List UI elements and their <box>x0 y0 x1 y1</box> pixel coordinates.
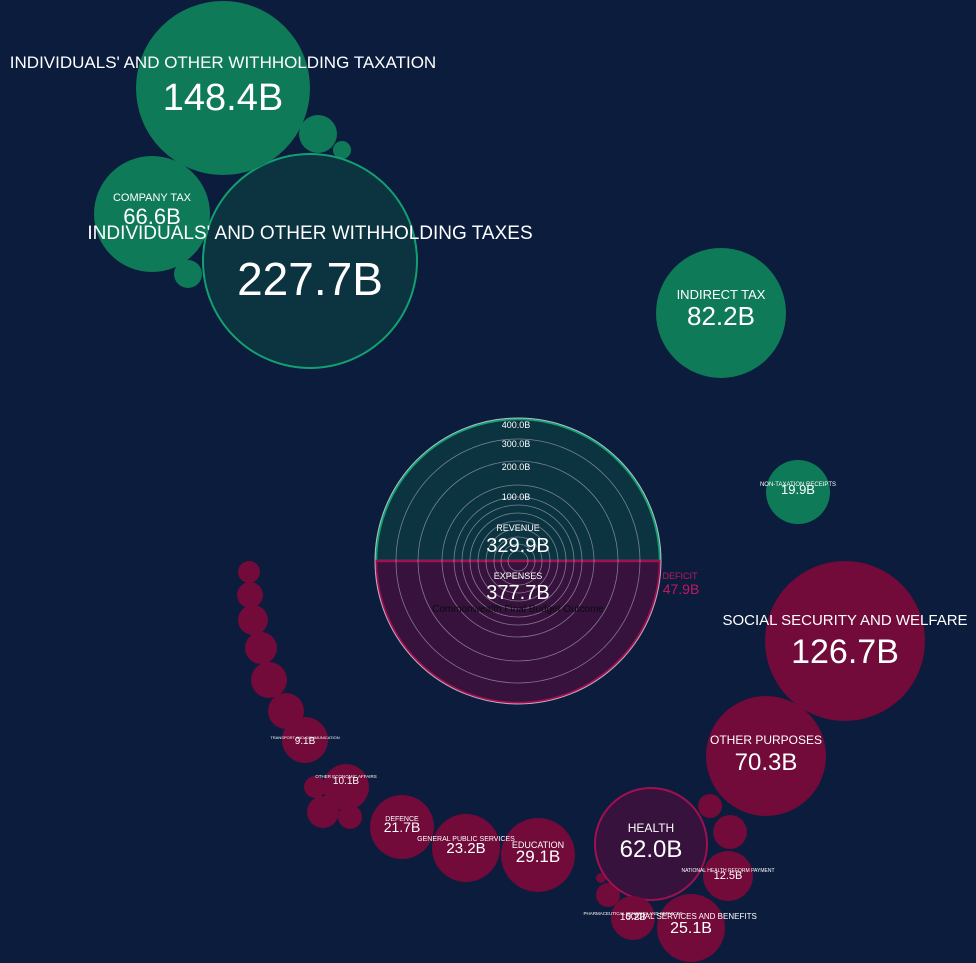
expense-bubble-label: EDUCATION <box>512 840 564 850</box>
expense-bubble <box>323 764 369 810</box>
scale-tick-label: 100.0B <box>502 492 531 502</box>
scale-tick-label: 300.0B <box>502 439 531 449</box>
expense-bubble-label: HEALTH <box>628 821 674 835</box>
expense-bubble-label: TRANSPORT AND COMMUNICATION <box>270 735 339 740</box>
revenue-bubble <box>202 153 418 369</box>
expense-bubble <box>706 696 826 816</box>
scale-tick-label: 400.0B <box>502 420 531 430</box>
expense-bubble-value: 29.1B <box>516 847 560 866</box>
revenue-bubble-label: COMPANY TAX <box>113 192 192 204</box>
revenue-bubble <box>656 248 786 378</box>
scale-ring <box>485 528 551 594</box>
expense-bubble-value: 23.2B <box>446 840 485 857</box>
scale-ring <box>469 512 567 610</box>
expense-bubble-label: PHARMACEUTICAL BENEFITS AND SERVICES <box>583 911 682 916</box>
expense-minor-bubble <box>237 582 263 608</box>
revenue-minor-bubble <box>333 141 351 159</box>
scale-ring <box>500 543 536 579</box>
expense-bubble-label: DEFENCE <box>385 816 419 823</box>
expense-bubble <box>765 561 925 721</box>
expense-bubble-value: 126.7B <box>791 633 899 671</box>
revenue-bubble <box>766 460 830 524</box>
expense-bubble-value: 25.1B <box>670 920 712 937</box>
expense-minor-bubble <box>251 662 287 698</box>
revenue-bubble <box>94 156 210 272</box>
expense-minor-bubble <box>238 605 268 635</box>
expense-bubble-value: 10.1B <box>333 776 359 787</box>
scale-ring <box>461 504 575 618</box>
expense-bubble <box>611 896 655 940</box>
expense-bubble-value: 62.0B <box>620 836 683 863</box>
revenue-bubble-value: 82.2B <box>687 301 755 331</box>
expense-bubble <box>370 795 434 859</box>
expense-minor-bubble <box>713 815 747 849</box>
expense-minor-bubble <box>245 632 277 664</box>
scale-ring <box>417 460 619 662</box>
revenue-bubble-value: 148.4B <box>163 77 283 119</box>
expense-bubble-label: SOCIAL SERVICES AND BENEFITS <box>625 912 757 921</box>
scale-ring <box>453 496 583 626</box>
expense-minor-bubble <box>698 794 722 818</box>
revenue-minor-bubble <box>174 260 202 288</box>
expense-minor-bubble <box>304 776 326 798</box>
expenses-label: EXPENSES <box>494 571 543 581</box>
scale-ring <box>395 438 641 684</box>
expense-bubble-label: GENERAL PUBLIC SERVICES <box>417 836 515 843</box>
expense-bubble-label: OTHER PURPOSES <box>710 733 822 747</box>
revenue-bubble-label: INDIVIDUALS' AND OTHER WITHHOLDING TAXES <box>87 223 532 244</box>
revenue-bubble-label: NON-TAXATION RECEIPTS <box>760 482 836 488</box>
expense-bubble <box>703 851 753 901</box>
expense-bubble <box>594 787 708 901</box>
revenue-bubble-value: 227.7B <box>237 253 383 305</box>
expense-bubble <box>657 894 725 962</box>
scale-ring <box>441 484 595 638</box>
revenue-bubble-label: INDIRECT TAX <box>677 287 766 302</box>
expense-minor-bubble <box>338 805 362 829</box>
deficit-value: 47.9B <box>663 581 700 597</box>
expense-bubble-value: 70.3B <box>735 749 798 776</box>
expense-bubble-label: NATIONAL HEALTH REFORM PAYMENT <box>681 868 774 874</box>
deficit-label: DEFICIT <box>663 571 699 581</box>
expense-bubble-label: SOCIAL SECURITY AND WELFARE <box>722 612 967 629</box>
expense-bubble-value: 12.5B <box>714 870 743 882</box>
expense-bubble-value: 21.7B <box>384 819 421 835</box>
expense-bubble-value: 9.1B <box>295 736 316 747</box>
expense-minor-bubble <box>238 561 260 583</box>
expense-bubble <box>501 818 575 892</box>
scale-ring-outer <box>374 417 662 705</box>
expense-bubble <box>432 814 500 882</box>
revenue-half-disc <box>374 417 662 563</box>
expenses-half-disc <box>374 559 662 705</box>
scale-ring <box>507 550 529 572</box>
revenue-minor-bubble <box>299 115 337 153</box>
expense-bubble <box>282 717 328 763</box>
scale-ring <box>493 536 543 586</box>
chart-title: Commonwealth Final Budget Outcome <box>432 604 604 615</box>
scale-ring <box>477 520 559 602</box>
expense-bubble-label: OTHER ECONOMIC AFFAIRS <box>315 774 377 779</box>
revenue-bubble-value: 19.9B <box>781 482 815 497</box>
revenue-bubble <box>136 1 310 175</box>
scale-tick-label: 200.0B <box>502 462 531 472</box>
revenue-bubble-label: INDIVIDUALS' AND OTHER WITHHOLDING TAXAT… <box>10 53 436 72</box>
revenue-label: REVENUE <box>496 523 540 533</box>
expense-bubble-value: 10.2B <box>620 912 646 923</box>
revenue-bubble-value: 66.6B <box>123 204 181 229</box>
expenses-value: 377.7B <box>486 582 549 604</box>
expense-minor-bubble <box>596 883 620 907</box>
revenue-value: 329.9B <box>486 535 549 557</box>
